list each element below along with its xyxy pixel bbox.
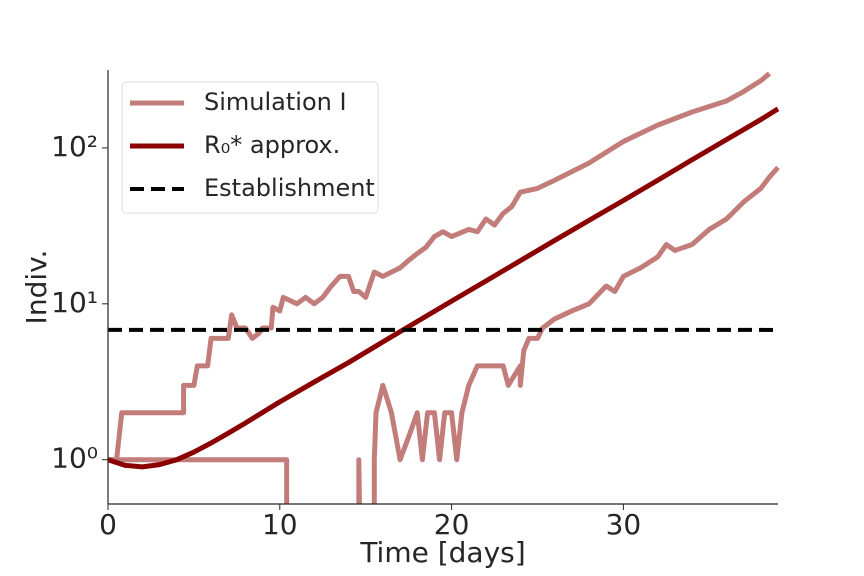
y-axis-label: Indiv. bbox=[20, 250, 53, 325]
y-tick-label: 10² bbox=[51, 130, 98, 163]
y-tick-label: 10⁰ bbox=[51, 442, 98, 475]
x-tick-label: 30 bbox=[606, 508, 642, 541]
x-axis-label: Time [days] bbox=[359, 536, 525, 569]
x-tick-label: 10 bbox=[262, 508, 298, 541]
series-line bbox=[108, 106, 780, 470]
series-line bbox=[108, 71, 772, 463]
plot-area bbox=[108, 71, 780, 504]
legend-label: Establishment bbox=[204, 174, 375, 202]
legend: Simulation I R₀* approx. Establishment bbox=[121, 81, 379, 214]
x-tick-label: 0 bbox=[99, 508, 117, 541]
y-tick-label: 10¹ bbox=[51, 286, 98, 319]
legend-label: R₀* approx. bbox=[204, 131, 340, 159]
legend-label: Simulation I bbox=[204, 88, 347, 116]
series-line bbox=[108, 165, 780, 504]
x-tick-label: 20 bbox=[434, 508, 470, 541]
legend-frame bbox=[121, 81, 379, 214]
